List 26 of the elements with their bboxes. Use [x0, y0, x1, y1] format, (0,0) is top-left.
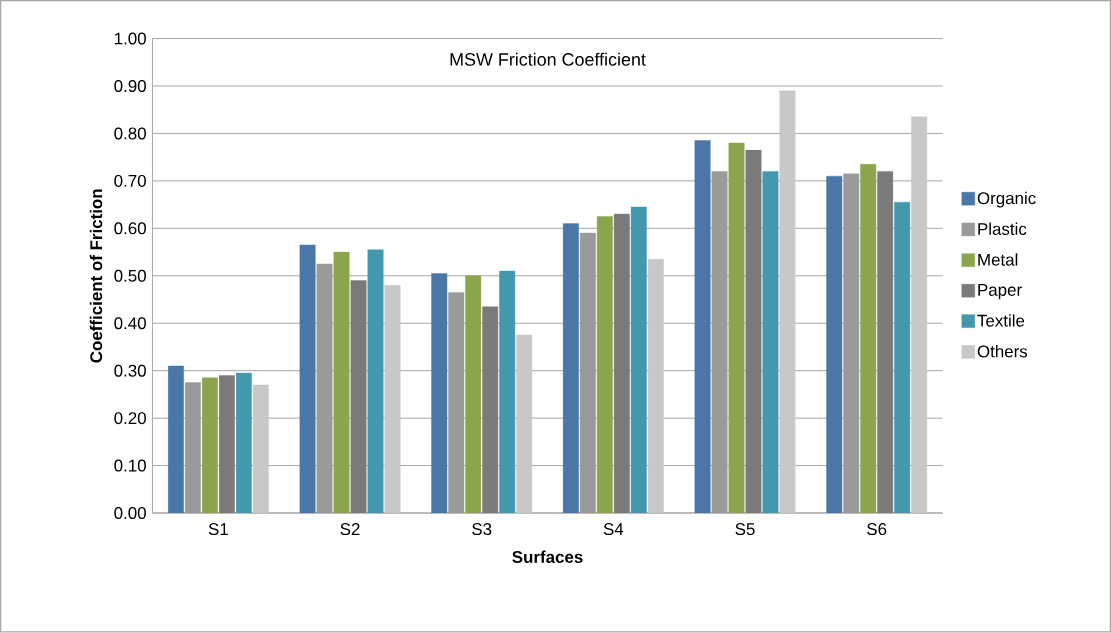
y-tick-label: 0.20 — [114, 412, 146, 425]
y-tick-label: 0.90 — [114, 80, 146, 93]
y-axis-title: Coefficient of Friction — [89, 189, 103, 363]
y-tick-label: 0.40 — [114, 317, 146, 330]
y-tick-label: 0.00 — [114, 507, 146, 520]
x-axis-title: Surfaces — [512, 550, 583, 564]
x-tick-label: S4 — [603, 523, 624, 536]
x-tick-label: S5 — [735, 523, 755, 536]
legend-label: Textile — [977, 314, 1025, 327]
legend-label: Paper — [978, 284, 1022, 300]
x-tick-label: S2 — [340, 523, 360, 536]
legend-label: Metal — [978, 253, 1018, 266]
y-tick-label: 0.80 — [114, 127, 146, 140]
x-tick-label: S6 — [867, 523, 887, 536]
text: MSW Friction Coefficient — [450, 52, 646, 67]
y-tick-label: 0.50 — [114, 270, 146, 283]
x-tick-label: S3 — [472, 523, 492, 536]
y-tick-label: 0.30 — [114, 364, 146, 377]
y-tick-label: 1.00 — [114, 32, 146, 45]
legend-label: Organic — [977, 192, 1036, 208]
legend-label: Others — [977, 345, 1028, 358]
x-tick-label: S1 — [208, 523, 228, 536]
y-tick-label: 0.10 — [114, 459, 146, 472]
y-tick-label: 0.70 — [114, 175, 146, 188]
y-tick-label: 0.60 — [114, 222, 146, 235]
legend-label: Plastic — [978, 222, 1027, 236]
